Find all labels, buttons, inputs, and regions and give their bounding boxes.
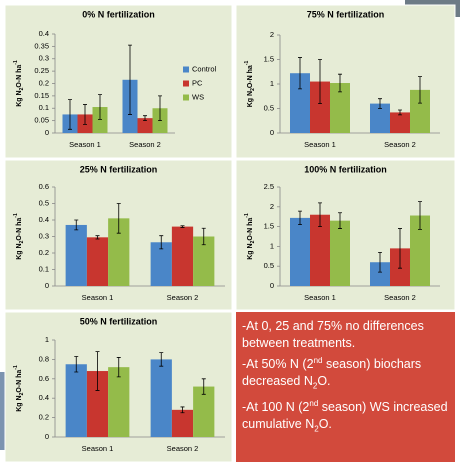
bar (172, 410, 193, 437)
bar (66, 364, 87, 437)
note-line: -At 0, 25 and 75% no differences between… (242, 318, 449, 352)
y-tick-label: 0.6 (39, 374, 49, 383)
x-tick-label: Season 1 (82, 444, 114, 453)
y-tick-label: 0.6 (39, 182, 49, 191)
y-tick-label: 0.2 (39, 78, 49, 87)
legend-label: WS (192, 92, 204, 101)
chart: 50% N fertilization00.20.40.60.81Kg N2O-… (5, 312, 232, 462)
y-axis-label-part: O-N ha (16, 218, 23, 241)
chart-title: 100% N fertilization (304, 164, 387, 174)
note-text: O. (317, 374, 330, 388)
x-tick-label: Season 1 (304, 140, 336, 149)
y-tick-label: 0 (45, 281, 49, 290)
y-tick-label: 0 (270, 128, 274, 137)
y-tick-label: 0.4 (39, 215, 49, 224)
y-tick-label: 2.5 (264, 182, 274, 191)
note-sup: nd (309, 399, 318, 408)
y-tick-label: 0.5 (264, 261, 274, 270)
bar (390, 112, 410, 133)
y-tick-label: 0.8 (39, 354, 49, 363)
y-axis-label-part: -1 (244, 213, 250, 218)
y-tick-label: 0.2 (39, 413, 49, 422)
x-tick-label: Season 1 (69, 140, 101, 149)
y-axis-label-part: -1 (13, 60, 19, 65)
y-axis-label-part: -1 (13, 213, 19, 218)
x-tick-label: Season 2 (384, 140, 416, 149)
x-tick-label: Season 2 (129, 140, 161, 149)
note-text: -At 50% N (2 (242, 357, 314, 371)
y-tick-label: 2 (270, 202, 274, 211)
y-tick-label: 0.15 (34, 91, 49, 100)
legend-swatch (183, 95, 189, 101)
y-axis-label-part: -1 (13, 365, 19, 370)
y-tick-label: 1.5 (264, 222, 274, 231)
y-tick-label: 0.25 (34, 66, 49, 75)
y-axis-label-part: Kg N (16, 395, 23, 411)
y-tick-label: 0.05 (34, 116, 49, 125)
y-axis-label-part: Kg N (16, 90, 23, 106)
note-line: -At 50% N (2nd season) biochars decrease… (242, 352, 449, 395)
y-tick-label: 1 (270, 241, 274, 250)
chart: 25% N fertilization 0 0.1 0.2 0.3 0.4 0.5 0.6 Kg… (5, 160, 232, 310)
x-tick-label: Season 2 (167, 444, 199, 453)
legend-label: Control (192, 64, 217, 73)
x-tick-label: Season 2 (167, 293, 199, 302)
chart-title: 0% N fertilization (82, 9, 155, 19)
y-tick-label: 1.5 (264, 54, 274, 63)
photo-fragment (0, 372, 5, 450)
note-text: -At 0, 25 and 75% no differences between… (242, 319, 424, 350)
y-tick-label: 0.35 (34, 41, 49, 50)
y-axis-label-part: -1 (244, 61, 250, 66)
y-tick-label: 0.5 (264, 103, 274, 112)
legend-swatch (183, 81, 189, 87)
y-tick-label: 0 (45, 432, 49, 441)
chart: 0% N fertilization 0 0.05 0.1 0.15 0.2 0.25 0.3… (5, 5, 232, 158)
y-axis-label-part: O-N ha (247, 65, 254, 88)
y-tick-label: 0.2 (39, 248, 49, 257)
y-tick-label: 0.4 (39, 29, 49, 38)
legend-swatch (183, 67, 189, 73)
x-tick-label: Season 1 (304, 293, 336, 302)
note-box: -At 0, 25 and 75% no differences between… (236, 312, 455, 462)
y-axis-label-part: Kg N (247, 91, 254, 107)
y-axis-label-part: Kg N (16, 243, 23, 259)
y-tick-label: 0.5 (39, 198, 49, 207)
y-axis-label-part: O-N ha (16, 65, 23, 88)
y-axis-label-part: O-N ha (16, 370, 23, 393)
bar (151, 359, 172, 437)
legend-label: PC (192, 78, 203, 87)
y-tick-label: 0.4 (39, 393, 49, 402)
y-tick-label: 0.1 (39, 103, 49, 112)
x-tick-label: Season 2 (384, 293, 416, 302)
bar (172, 227, 193, 286)
note-text: O. (319, 417, 332, 431)
y-tick-label: 0.3 (39, 231, 49, 240)
y-tick-label: 0.1 (39, 264, 49, 273)
y-axis-label-part: O-N ha (247, 218, 254, 241)
note-text: -At 100 N (2 (242, 400, 309, 414)
y-tick-label: 1 (270, 79, 274, 88)
page: {"chart_data": [ {"type": "bar", "title"… (0, 0, 460, 462)
bar (290, 218, 310, 286)
chart-title: 75% N fertilization (307, 9, 385, 19)
y-tick-label: 0 (45, 128, 49, 137)
note-line: -At 100 N (2nd season) WS increased cumu… (242, 395, 449, 438)
bar (87, 237, 108, 286)
bar (66, 225, 87, 286)
bar (108, 367, 129, 437)
y-tick-label: 1 (45, 335, 49, 344)
y-tick-label: 0 (270, 281, 274, 290)
chart-title: 50% N fertilization (80, 316, 158, 326)
chart-title: 25% N fertilization (80, 164, 158, 174)
y-tick-label: 0.3 (39, 54, 49, 63)
y-axis-label-part: Kg N (247, 243, 254, 259)
x-tick-label: Season 1 (82, 293, 114, 302)
bar (330, 221, 350, 286)
y-tick-label: 2 (270, 30, 274, 39)
